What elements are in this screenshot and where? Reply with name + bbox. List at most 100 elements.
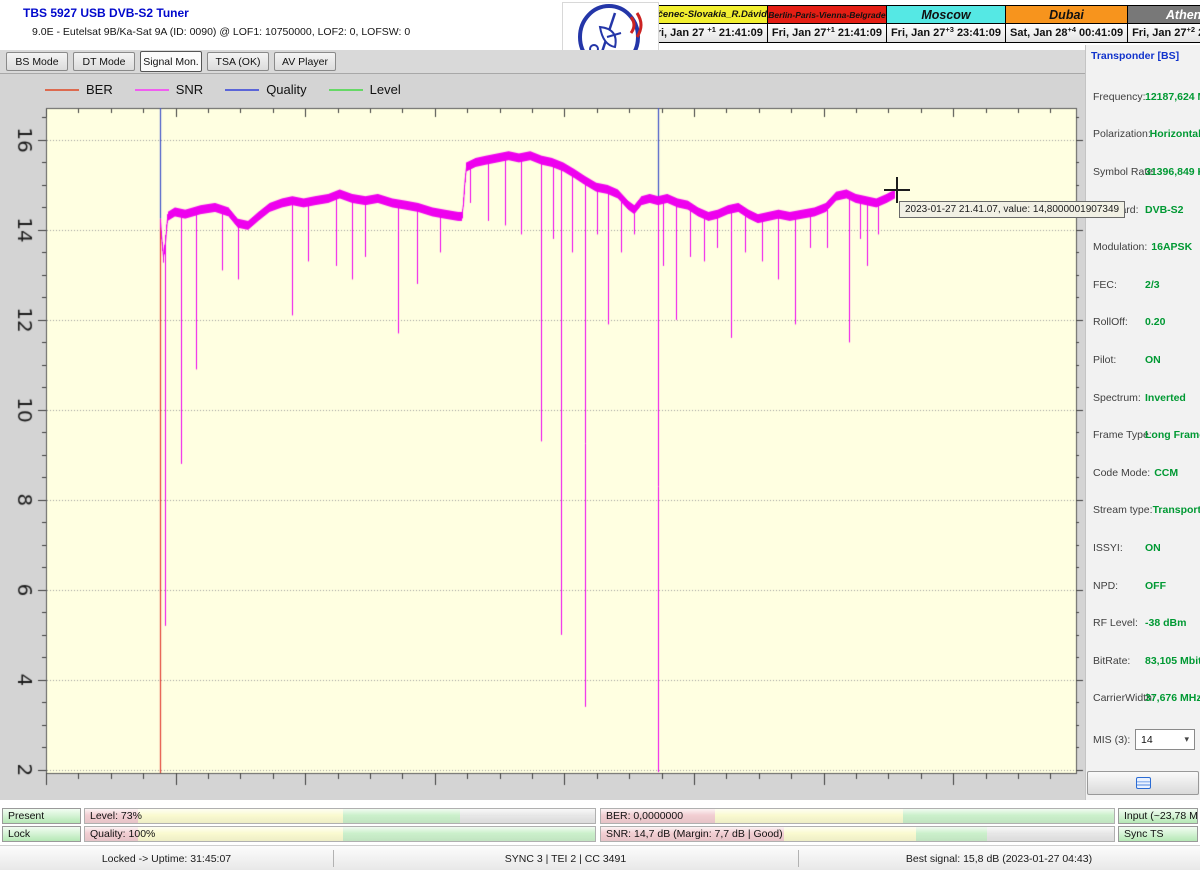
legend-line-swatch (45, 88, 79, 91)
clock-date-time: Fri, Jan 27 +1 21:41:09 (767, 24, 886, 42)
field-value: DVB-S2 (1145, 203, 1184, 216)
legend-item-quality: Quality (225, 82, 307, 97)
field-value: -38 dBm (1145, 617, 1187, 630)
field-value: 12187,624 MHz (1145, 90, 1200, 103)
tab-signal-mon-[interactable]: Signal Mon. (140, 51, 202, 72)
clock-dubai: Dubai Sat, Jan 28 +4 00:41:09 (1004, 6, 1128, 42)
status-box-input-mbps-: Input (~23,78 Mbps) (1118, 808, 1198, 824)
field-label: CarrierWidth: (1093, 692, 1155, 705)
gauge-segment (902, 809, 1114, 823)
panel-tool-button[interactable] (1087, 771, 1199, 795)
status-section-1: SYNC 3 | TEI 2 | CC 3491 (504, 852, 627, 865)
field-label: BitRate: (1093, 654, 1131, 667)
status-row-quality: Lock Quality: 100% SNR: 14,7 dB (Margin: 7… (0, 826, 1200, 842)
table-icon (1135, 777, 1151, 789)
legend-line-swatch (225, 88, 260, 91)
gauge-label: Quality: 100% (90, 828, 156, 840)
field-label: Frequency: (1093, 90, 1146, 103)
gauge-segment (85, 809, 139, 823)
mis-dropdown[interactable]: 14 ▾ (1135, 729, 1195, 750)
field-label: Stream type: (1093, 504, 1153, 517)
field-value: Inverted (1145, 391, 1186, 404)
tab-av-player[interactable]: AV Player (274, 52, 336, 71)
snr-plot-canvas[interactable] (0, 74, 1085, 800)
status-divider (333, 850, 334, 867)
field-label: Code Mode: (1093, 466, 1151, 479)
status-box-present: Present (2, 808, 81, 824)
transponder-field-modulation-: Modulation: 16APSK (1086, 228, 1200, 266)
field-value: 0.20 (1145, 316, 1166, 329)
legend-label: Level (369, 82, 401, 97)
field-label: Polarization: (1093, 128, 1151, 141)
field-value: OFF (1145, 579, 1166, 592)
clock-city-name: Dubai (1005, 6, 1128, 24)
tuner-subtitle: 9.0E - Eutelsat 9B/Ka-Sat 9A (ID: 0090) … (32, 26, 411, 38)
field-label: NPD: (1093, 579, 1119, 592)
transponder-field-bitrate-: BitRate: 83,105 Mbit/s (1086, 642, 1200, 680)
window-title: TBS 5927 USB DVB-S2 Tuner (23, 6, 189, 20)
legend-line-swatch (134, 88, 169, 91)
value-tooltip: 2023-01-27 21.41.07, value: 14,800000190… (899, 201, 1126, 218)
gauge-segment (85, 827, 139, 841)
field-label: Modulation: (1093, 241, 1148, 254)
clock-city-name: Lučenec-Slovakia_R.Dávid (646, 6, 767, 24)
status-section-2: Best signal: 15,8 dB (2023-01-27 04:43) (905, 852, 1093, 865)
transponder-field-issyi-: ISSYI: ON (1086, 529, 1200, 567)
legend-item-level: Level (328, 82, 401, 97)
signal-gauge: Quality: 100% (84, 826, 596, 842)
field-value: 16APSK (1151, 241, 1193, 254)
clock-moscow: Moscow Fri, Jan 27 +3 23:41:09 (885, 6, 1005, 42)
legend-label: SNR (175, 82, 204, 97)
field-value: 37,676 MHz (1145, 692, 1200, 705)
transponder-field-polarization-: Polarization: Horizontal (1086, 116, 1200, 154)
legend-label: Quality (266, 82, 307, 97)
tab-dt-mode[interactable]: DT Mode (73, 52, 135, 71)
field-value: ON (1145, 353, 1161, 366)
transponder-field-npd-: NPD: OFF (1086, 567, 1200, 605)
gauge-segment (138, 827, 344, 841)
gauge-segment (987, 827, 1114, 841)
field-value: ON (1145, 541, 1161, 554)
legend-label: BER (86, 82, 113, 97)
gauge-label: Level: 73% (90, 810, 142, 822)
field-label: Spectrum: (1093, 391, 1141, 404)
field-value: 2/3 (1145, 278, 1160, 291)
gauge-segment (601, 827, 785, 841)
signal-gauge: BER: 0,0000000 (600, 808, 1115, 824)
field-label: RF Level: (1093, 617, 1138, 630)
crosshair-cursor (896, 177, 898, 203)
gauge-segment (715, 809, 903, 823)
transponder-rows: Frequency:12187,624 MHz Polarization:Hori… (1086, 78, 1200, 717)
transponder-field-spectrum-: Spectrum: Inverted (1086, 379, 1200, 417)
transponder-field-symbol-rate-: Symbol Rate:31396,849 KS/s (1086, 153, 1200, 191)
field-value: Horizontal (1149, 128, 1200, 141)
transponder-field-stream-type-: Stream type: Transport (1086, 492, 1200, 530)
legend-line-swatch (328, 88, 363, 91)
gauge-segment (460, 809, 595, 823)
field-label: ISSYI: (1093, 541, 1123, 554)
transponder-groupbox-title: Transponder [BS] (1088, 50, 1183, 62)
signal-gauge: Level: 73% (84, 808, 596, 824)
gauge-segment (138, 809, 344, 823)
tab-tsa-ok-[interactable]: TSA (OK) (207, 52, 269, 71)
gauge-label: BER: 0,0000000 (606, 810, 684, 822)
mis-row: MIS (3): 14 ▾ (1086, 728, 1200, 752)
transponder-field-code-mode-: Code Mode: CCM (1086, 454, 1200, 492)
status-section-0: Locked -> Uptime: 31:45:07 (101, 852, 232, 865)
status-bar: Locked -> Uptime: 31:45:07 SYNC 3 | TEI 2… (0, 845, 1200, 870)
clock-athens: AthensFri, Jan 27+222:41:09 (1127, 6, 1200, 42)
field-label: RollOff: (1093, 316, 1128, 329)
tab-bs-mode[interactable]: BS Mode (6, 52, 68, 71)
status-row-level: Present Level: 73% BER: 0,0000000 Input (~2… (0, 808, 1200, 824)
status-box-sync-ts: Sync TS (1118, 826, 1198, 842)
transponder-field-carrierwidth-: CarrierWidth: 37,676 MHz (1086, 680, 1200, 718)
field-value: Transport (1152, 504, 1200, 517)
legend-item-snr: SNR (134, 82, 204, 97)
gauge-segment (915, 827, 988, 841)
transponder-field-fec-: FEC: 2/3 (1086, 266, 1200, 304)
gauge-segment (601, 809, 716, 823)
legend-item-ber: BER (45, 82, 113, 97)
gauge-segment (784, 827, 916, 841)
field-value: CCM (1154, 466, 1179, 479)
clock-date-time: Fri, Jan 27 +1 21:41:09 (646, 24, 767, 42)
